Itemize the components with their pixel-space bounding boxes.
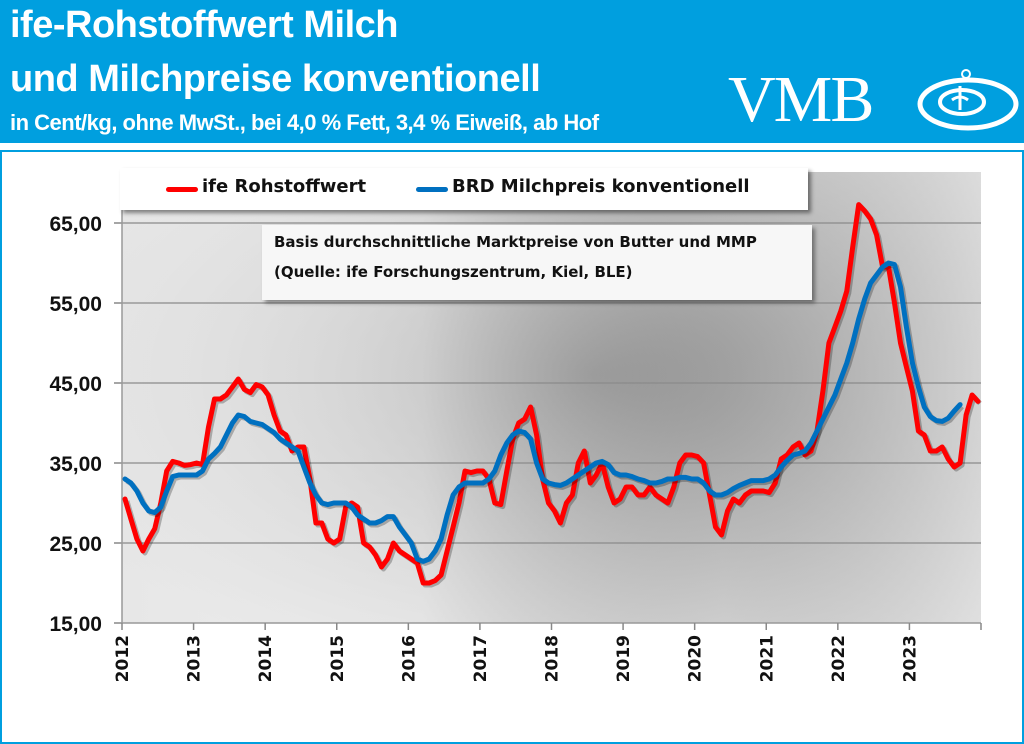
source-note: Basis durchschnittliche Marktpreise von …	[262, 225, 812, 300]
series-line-brd-milchpreis	[122, 260, 963, 564]
x-tick-label: 2014	[256, 635, 276, 682]
vmb-logo: VMB	[728, 60, 1020, 140]
legend-swatch-ife	[166, 187, 198, 192]
y-tick-label: 15,00	[49, 613, 102, 636]
y-tick-label: 35,00	[49, 453, 102, 476]
x-tick-label: 2018	[543, 635, 563, 682]
legend: ife Rohstoffwert BRD Milchpreis konventi…	[120, 168, 808, 210]
x-tick-label: 2022	[829, 635, 849, 682]
note-line-2: (Quelle: ife Forschungszentrum, Kiel, BL…	[274, 263, 633, 281]
x-tick-label: 2023	[900, 635, 920, 682]
x-tick-label: 2012	[113, 635, 133, 682]
y-tick-label: 25,00	[49, 533, 102, 556]
x-tick-label: 2015	[328, 635, 348, 682]
y-tick-label: 45,00	[49, 373, 102, 396]
x-tick-label: 2019	[614, 635, 634, 682]
y-tick-label: 65,00	[49, 213, 102, 236]
y-tick-label: 55,00	[49, 293, 102, 316]
milk-splash-icon	[917, 69, 1019, 131]
title-line-2: und Milchpreise konventionell	[10, 58, 541, 100]
legend-swatch-brd	[416, 187, 448, 192]
note-line-1: Basis durchschnittliche Marktpreise von …	[274, 233, 757, 251]
legend-label-ife: ife Rohstoffwert	[202, 176, 367, 197]
x-tick-label: 2017	[471, 635, 491, 682]
subtitle: in Cent/kg, ohne MwSt., bei 4,0 % Fett, …	[10, 110, 599, 135]
series-line-ife-rohstoffwert	[122, 202, 981, 586]
logo-text: VMB	[728, 63, 874, 136]
x-tick-label: 2016	[399, 635, 419, 682]
x-tick-label: 2021	[757, 635, 777, 682]
x-tick-label: 2013	[185, 635, 205, 682]
legend-label-brd: BRD Milchpreis konventionell	[452, 176, 750, 197]
title-line-1: ife-Rohstoffwert Milch	[10, 4, 398, 46]
x-tick-label: 2020	[686, 635, 706, 682]
header-banner: ife-Rohstoffwert Milch und Milchpreise k…	[0, 0, 1024, 143]
